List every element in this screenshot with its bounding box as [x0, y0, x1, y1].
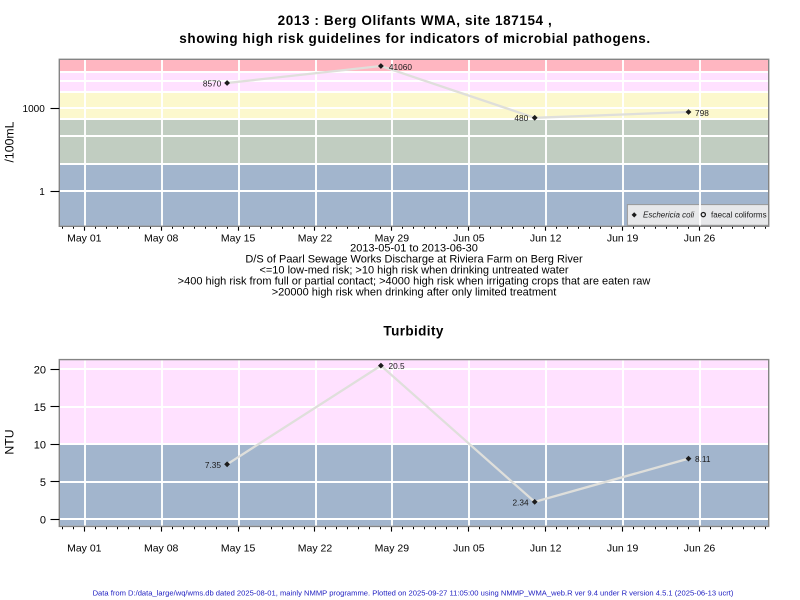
- svg-text:faecal coliforms: faecal coliforms: [711, 211, 767, 220]
- svg-text:5: 5: [40, 477, 46, 489]
- svg-text:>400 high risk from full or pa: >400 high risk from full or partial cont…: [178, 276, 651, 288]
- svg-text:NTU: NTU: [3, 429, 17, 454]
- svg-text:May 15: May 15: [221, 543, 256, 555]
- svg-text:May 22: May 22: [298, 232, 333, 244]
- svg-text:2013-05-01 to 2013-06-30: 2013-05-01 to 2013-06-30: [350, 243, 478, 255]
- svg-text:480: 480: [514, 113, 528, 123]
- svg-text:May 01: May 01: [67, 232, 102, 244]
- svg-text:May 08: May 08: [144, 232, 179, 244]
- svg-text:798: 798: [695, 108, 709, 118]
- svg-text:20.5: 20.5: [389, 361, 406, 371]
- svg-text:Jun 26: Jun 26: [684, 543, 716, 555]
- svg-text:D/S of Paarl Sewage Works Disc: D/S of Paarl Sewage Works Discharge at R…: [245, 254, 583, 266]
- svg-text:Jun 26: Jun 26: [684, 232, 716, 244]
- svg-text:May 29: May 29: [375, 232, 410, 244]
- svg-text:Data from D:/data_large/wq/wms: Data from D:/data_large/wq/wms.db dated …: [93, 589, 734, 598]
- svg-text:8570: 8570: [203, 79, 222, 89]
- svg-text:May 22: May 22: [298, 543, 333, 555]
- svg-text:1: 1: [39, 187, 45, 198]
- svg-text:May 29: May 29: [375, 543, 410, 555]
- svg-text:Jun 05: Jun 05: [453, 232, 485, 244]
- svg-text:showing high risk guidelines f: showing high risk guidelines for indicat…: [179, 31, 651, 46]
- svg-text:Jun 12: Jun 12: [530, 232, 562, 244]
- svg-text:May 08: May 08: [144, 543, 179, 555]
- svg-text:Jun 12: Jun 12: [530, 543, 562, 555]
- svg-text:/100mL: /100mL: [3, 121, 17, 162]
- svg-text:Jun 19: Jun 19: [607, 232, 639, 244]
- svg-text:20: 20: [34, 364, 46, 376]
- svg-text:Jun 05: Jun 05: [453, 543, 485, 555]
- svg-text:1000: 1000: [23, 104, 46, 115]
- svg-text:7.35: 7.35: [205, 460, 222, 470]
- svg-text:>20000 high risk when drinking: >20000 high risk when drinking after onl…: [272, 287, 557, 299]
- svg-text:2.34: 2.34: [512, 498, 529, 508]
- svg-text:8.11: 8.11: [695, 454, 711, 464]
- svg-text:0: 0: [40, 514, 46, 526]
- svg-text:41060: 41060: [389, 62, 412, 72]
- svg-text:May 01: May 01: [67, 543, 102, 555]
- svg-text:2013 : Berg Olifants WMA, site: 2013 : Berg Olifants WMA, site 187154 ,: [278, 13, 553, 28]
- svg-text:10: 10: [34, 439, 46, 451]
- svg-text:Eschericia coli: Eschericia coli: [643, 211, 694, 220]
- svg-text:<=10 low-med risk; >10 high ri: <=10 low-med risk; >10 high risk when dr…: [259, 265, 568, 277]
- svg-text:15: 15: [34, 402, 46, 414]
- svg-text:Turbidity: Turbidity: [383, 324, 443, 339]
- svg-text:May 15: May 15: [221, 232, 256, 244]
- svg-text:Jun 19: Jun 19: [607, 543, 639, 555]
